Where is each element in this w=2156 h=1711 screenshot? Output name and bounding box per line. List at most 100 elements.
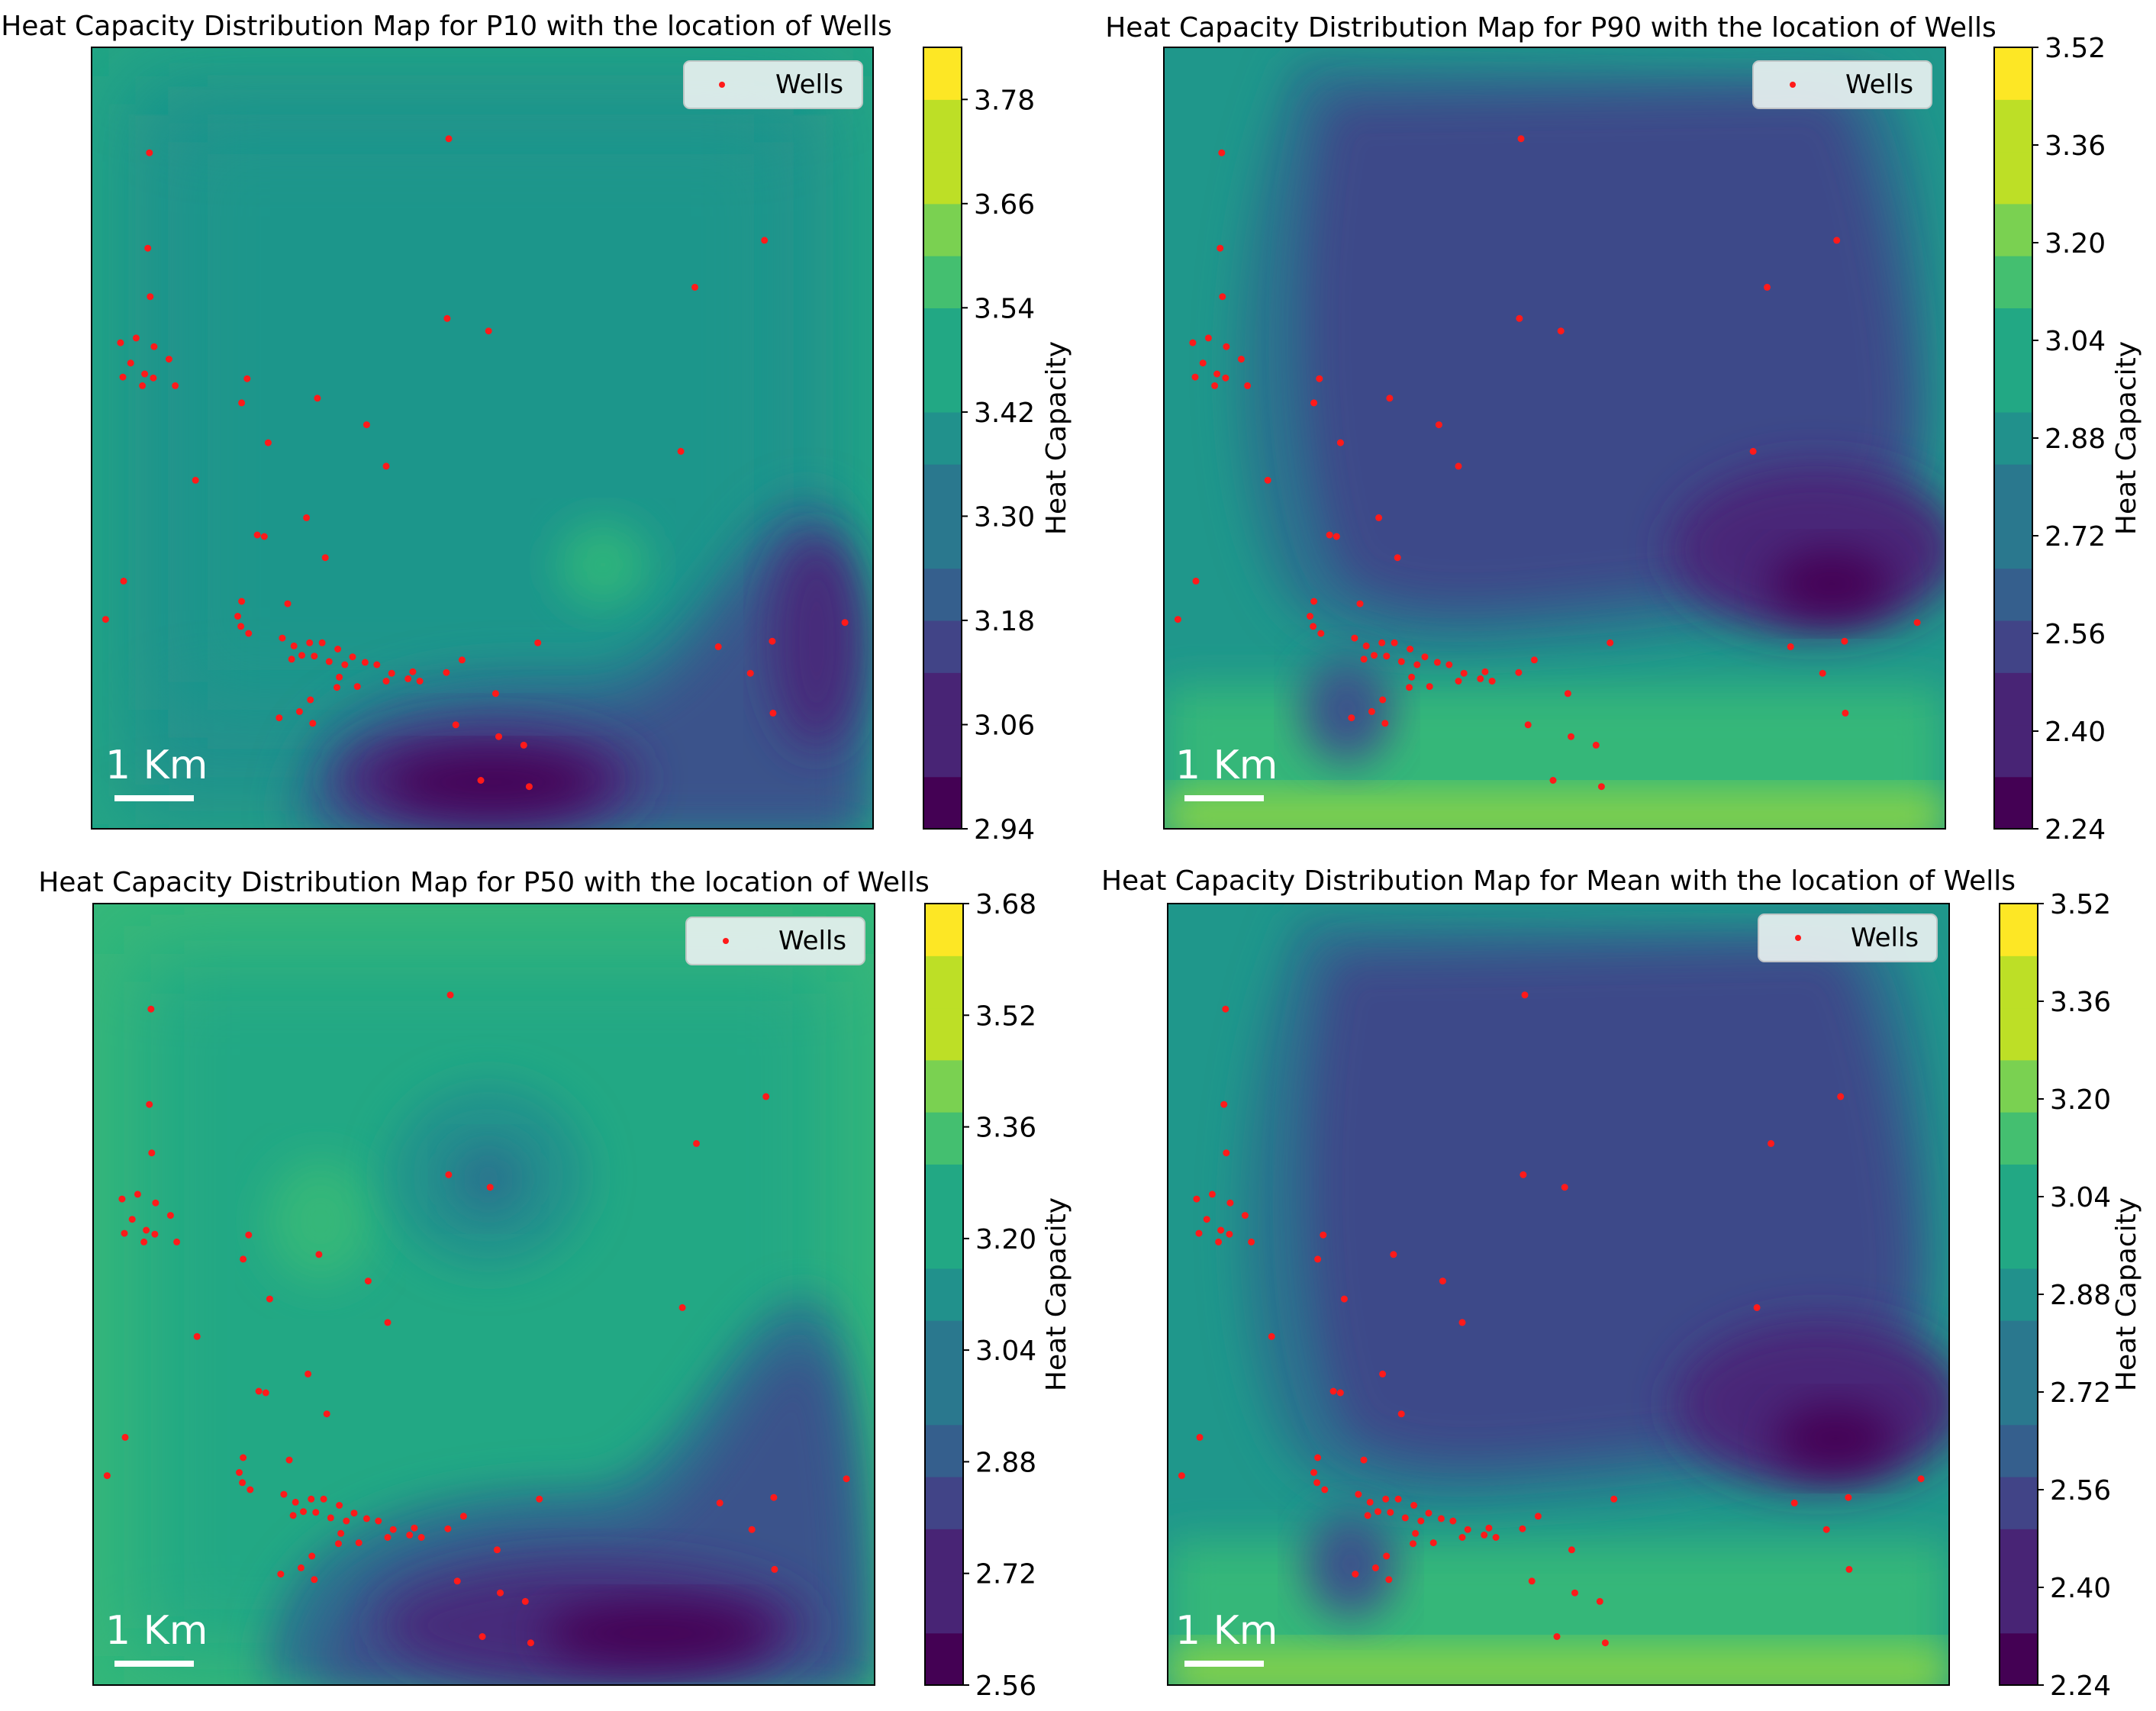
well-marker <box>243 375 251 382</box>
well-marker <box>1226 1230 1233 1238</box>
well-marker <box>165 356 172 363</box>
well-marker <box>443 669 450 676</box>
well-marker <box>117 339 124 346</box>
well-marker <box>147 293 154 301</box>
well-marker <box>1530 656 1538 664</box>
colorbar-band <box>1994 47 2032 100</box>
colorbar-band <box>2000 1476 2038 1529</box>
panel-p10: Heat Capacity Distribution Map for P10 w… <box>1 11 1072 846</box>
well-marker <box>520 741 527 749</box>
well-marker <box>1519 1525 1526 1532</box>
colorbar-band <box>2000 1216 2038 1269</box>
well-marker <box>762 1093 770 1100</box>
well-marker <box>445 135 453 143</box>
well-marker <box>341 661 349 669</box>
well-marker <box>334 684 340 691</box>
well-marker <box>152 1199 160 1207</box>
well-marker <box>315 1251 323 1258</box>
well-marker <box>103 1472 111 1480</box>
well-marker <box>443 314 451 322</box>
well-marker <box>769 637 776 645</box>
well-marker <box>1819 669 1826 677</box>
well-marker <box>1557 327 1565 335</box>
well-marker <box>1387 1509 1394 1516</box>
well-marker <box>234 613 241 620</box>
well-marker <box>1394 554 1401 562</box>
well-marker <box>1913 619 1921 627</box>
well-marker <box>318 639 326 646</box>
well-marker <box>1410 1502 1418 1509</box>
colorbar-band <box>925 1372 963 1426</box>
heatmap-surface <box>1168 904 1949 1685</box>
well-marker <box>1356 600 1364 607</box>
well-marker <box>311 1576 318 1584</box>
well-marker <box>1223 343 1230 350</box>
well-marker <box>1455 678 1462 685</box>
colorbar-tick-label: 2.88 <box>2050 1280 2111 1311</box>
well-marker <box>308 1495 315 1503</box>
colorbar-band <box>923 568 962 621</box>
colorbar-band <box>925 904 963 956</box>
scale-bar: 1 Km <box>105 743 208 801</box>
well-marker <box>1193 1195 1200 1203</box>
well-marker <box>691 283 698 291</box>
well-marker <box>452 721 459 729</box>
well-marker <box>527 1639 534 1647</box>
well-marker <box>459 1513 467 1520</box>
legend-marker-icon <box>1795 935 1801 941</box>
scale-bar: 1 Km <box>1175 1608 1278 1667</box>
panel-title: Heat Capacity Distribution Map for P50 w… <box>38 867 930 898</box>
well-marker <box>1326 531 1333 539</box>
colorbar-band <box>1994 151 2032 205</box>
colorbar-frame <box>923 47 962 830</box>
colorbar-band <box>2000 1112 2038 1165</box>
legend: Wells <box>1758 914 1938 962</box>
well-marker <box>236 1469 243 1476</box>
well-marker <box>321 554 329 562</box>
well-marker <box>1421 653 1429 661</box>
well-marker <box>536 1495 543 1503</box>
well-marker <box>363 1515 370 1522</box>
colorbar-tick-label: 2.72 <box>975 1559 1036 1590</box>
colorbar-label: Heat Capacity <box>2111 341 2142 535</box>
well-marker <box>247 1486 254 1494</box>
colorbar-tick-label: 3.66 <box>974 189 1035 221</box>
well-marker <box>192 476 199 484</box>
colorbar-tick-label: 3.52 <box>975 1000 1036 1032</box>
panel-p50: Heat Capacity Distribution Map for P50 w… <box>38 867 1072 1702</box>
well-marker <box>444 1525 452 1532</box>
well-marker <box>479 1633 486 1640</box>
well-marker <box>1610 1495 1618 1503</box>
well-marker <box>1366 1498 1374 1506</box>
well-marker <box>1445 661 1453 669</box>
well-marker <box>239 1479 247 1487</box>
well-marker <box>384 1534 392 1541</box>
well-marker <box>1401 1514 1409 1522</box>
well-marker <box>1320 1231 1327 1239</box>
plot-frame <box>1163 47 1946 830</box>
colorbar-band <box>923 99 962 153</box>
well-marker <box>343 1517 350 1525</box>
colorbar-band <box>923 203 962 256</box>
colorbar-band <box>1994 411 2032 465</box>
well-marker <box>382 678 390 685</box>
well-marker <box>297 1564 305 1571</box>
well-marker <box>1845 1494 1852 1501</box>
colorbar-band <box>2000 904 2038 956</box>
scale-bar: 1 Km <box>1175 743 1278 801</box>
well-marker <box>277 1571 285 1578</box>
heatmap-surface <box>1164 47 1945 829</box>
well-marker <box>1845 1565 1853 1573</box>
scale-label: 1 Km <box>105 1608 208 1654</box>
well-marker <box>245 630 253 637</box>
well-marker <box>134 1191 141 1198</box>
well-marker <box>521 1597 529 1605</box>
colorbar: 3.68 3.52 3.36 3.20 3.04 2.88 2.72 2.56 <box>924 889 1036 1702</box>
well-marker <box>1534 1513 1542 1520</box>
colorbar-tick-label: 3.36 <box>2045 130 2106 162</box>
well-marker <box>1607 639 1614 646</box>
colorbar-tick-label: 3.54 <box>974 293 1035 324</box>
panel-title: Heat Capacity Distribution Map for P10 w… <box>1 11 892 42</box>
well-marker <box>1310 1469 1317 1476</box>
scale-label: 1 Km <box>1175 1608 1278 1654</box>
